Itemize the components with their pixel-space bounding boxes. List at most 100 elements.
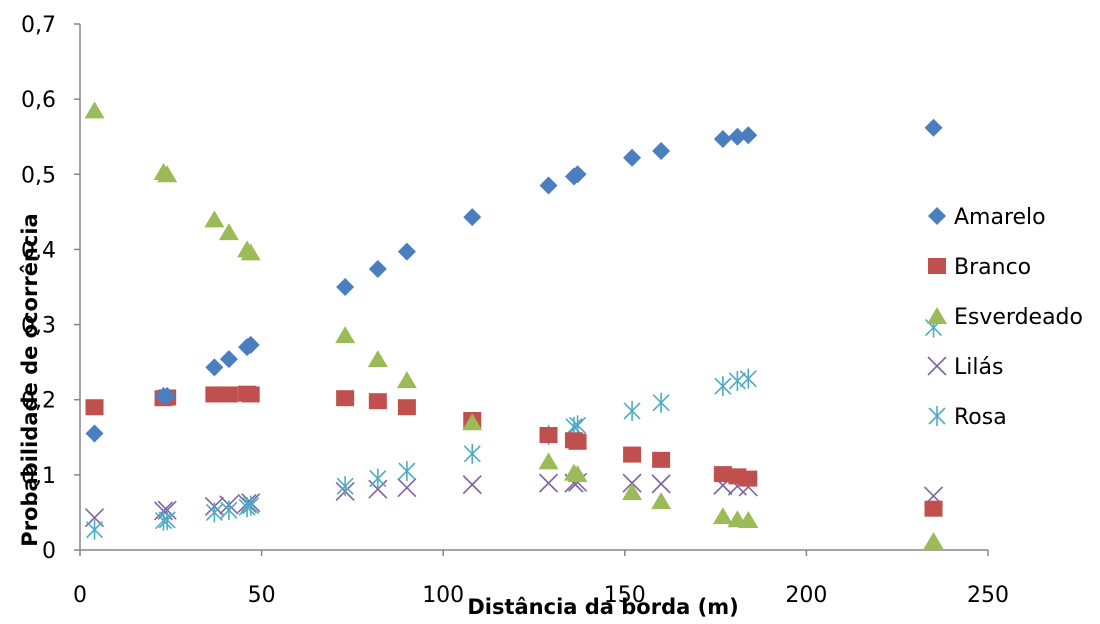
data-point	[728, 127, 747, 146]
legend-item: Branco	[928, 255, 1031, 280]
data-point	[924, 118, 943, 137]
data-point	[652, 451, 671, 468]
data-point	[397, 242, 416, 261]
axes	[79, 24, 988, 551]
data-point	[622, 483, 643, 501]
legend-marker	[928, 258, 946, 274]
legend-label: Amarelo	[954, 205, 1046, 230]
data-point	[397, 399, 416, 416]
data-point	[739, 368, 757, 389]
data-point	[85, 424, 104, 443]
x-tick-label: 50	[248, 583, 276, 608]
data-point	[219, 350, 238, 369]
data-point	[651, 492, 672, 510]
data-point	[568, 433, 587, 450]
data-point	[739, 126, 758, 145]
data-point	[396, 371, 417, 389]
data-point	[398, 461, 416, 482]
ticks: 0 0,1 0,2 0,3 0,4 0,5 0,6 0,7 0 50 100 150 200 250	[21, 13, 1009, 608]
x-tick-label: 150	[604, 583, 646, 608]
legend-item: Lilás	[927, 355, 1003, 380]
legend-marker	[928, 207, 946, 225]
data-point	[712, 507, 733, 525]
data-point	[205, 358, 224, 377]
data-point	[205, 386, 224, 403]
data-point	[219, 386, 238, 403]
y-tick-label: 0,4	[21, 238, 56, 263]
data-point	[538, 473, 559, 493]
data-point	[739, 470, 758, 487]
data-point	[368, 393, 387, 410]
data-point	[218, 223, 239, 241]
legend-label: Branco	[954, 255, 1031, 280]
legend-item: Rosa	[928, 405, 1007, 430]
data-point	[335, 326, 356, 344]
series-square	[85, 385, 943, 517]
data-point	[713, 129, 732, 148]
legend-marker	[927, 307, 947, 324]
data-point	[336, 390, 355, 407]
legend-item: Amarelo	[928, 205, 1046, 230]
data-point	[623, 446, 642, 463]
data-point	[154, 510, 173, 531]
series-triangle	[84, 101, 944, 549]
data-point	[622, 473, 642, 493]
data-point	[238, 497, 256, 518]
data-point	[463, 443, 481, 464]
data-point	[569, 415, 587, 436]
series-diamond	[85, 118, 943, 443]
y-tick-label: 0,6	[21, 88, 56, 113]
data-point	[397, 478, 417, 498]
data-point	[240, 243, 261, 261]
y-tick-label: 0,5	[21, 163, 56, 188]
data-point	[539, 176, 558, 195]
data-point	[336, 476, 354, 497]
data-point	[85, 519, 104, 540]
data-point	[369, 468, 387, 489]
data-point	[204, 210, 225, 228]
legend-marker	[928, 406, 946, 426]
data-point	[205, 502, 223, 523]
data-point	[241, 386, 260, 403]
legend-label: Esverdeado	[954, 305, 1083, 330]
y-tick-label: 0,1	[21, 464, 56, 489]
data-point	[539, 427, 558, 444]
data-point	[714, 376, 732, 397]
data-point	[368, 259, 387, 278]
data-point	[652, 141, 671, 160]
y-axis-title: Probabilidade de ocorrência	[18, 213, 42, 546]
data-point	[651, 474, 671, 494]
data-point	[568, 165, 587, 184]
x-axis-title: Distância da borda (m)	[467, 595, 738, 619]
data-point	[623, 400, 641, 421]
x-tick-label: 250	[967, 583, 1009, 608]
data-point	[85, 399, 104, 416]
data-point	[220, 500, 238, 521]
y-tick-label: 0,3	[21, 314, 56, 339]
legend: Amarelo Branco Esverdeado Lilás Rosa	[927, 205, 1083, 430]
legend-label: Lilás	[954, 355, 1003, 380]
data-point	[367, 350, 388, 368]
data-point	[336, 278, 355, 296]
data-point	[241, 335, 260, 354]
legend-item: Esverdeado	[927, 305, 1083, 330]
data-point	[567, 465, 588, 483]
x-tick-label: 100	[422, 583, 464, 608]
data-point	[462, 475, 482, 495]
data-point	[924, 500, 943, 517]
data-point	[84, 101, 105, 119]
y-tick-label: 0,2	[21, 389, 56, 414]
legend-marker	[927, 356, 947, 376]
data-point	[652, 392, 670, 413]
data-point	[158, 386, 177, 405]
data-point	[923, 531, 944, 549]
data-point	[242, 495, 260, 516]
y-tick-label: 0	[42, 539, 56, 564]
data-point	[713, 466, 732, 483]
data-point	[462, 413, 483, 431]
data-point	[463, 208, 482, 227]
data-point	[738, 510, 759, 528]
data-point	[623, 148, 642, 167]
series-star	[85, 317, 943, 540]
